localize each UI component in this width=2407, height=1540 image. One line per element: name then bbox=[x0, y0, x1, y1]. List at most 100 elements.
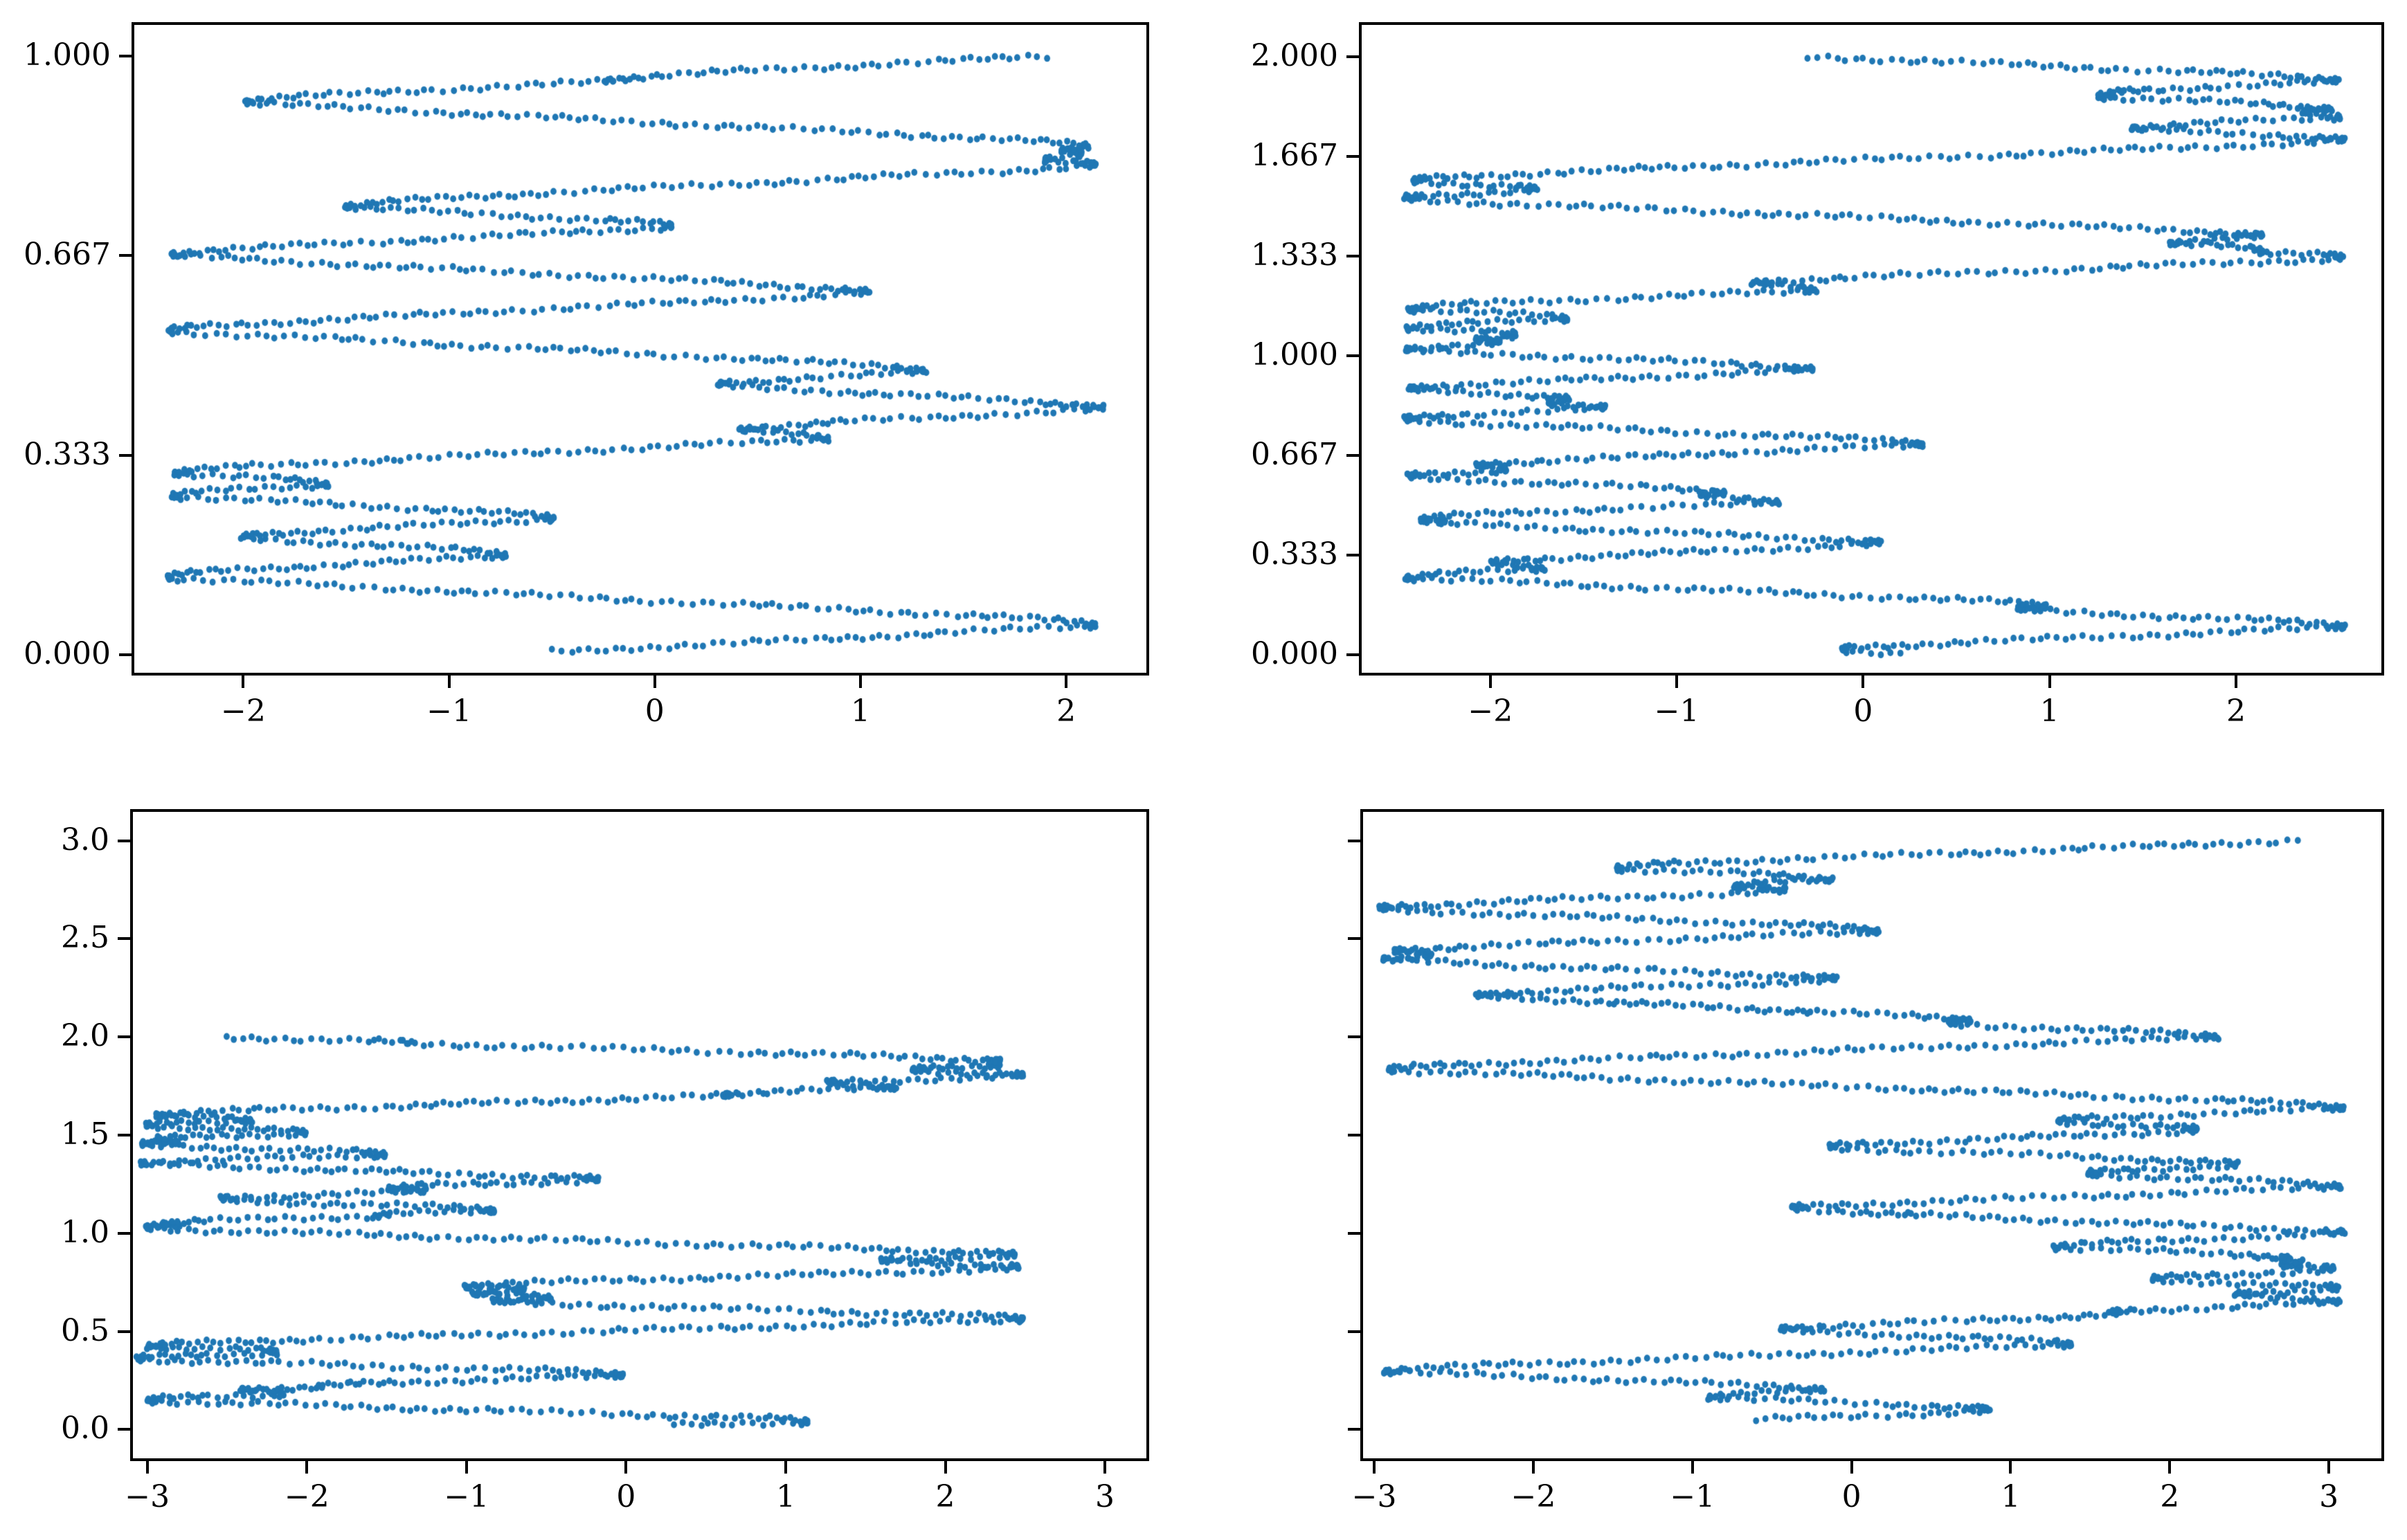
x-tick-label: −2 bbox=[284, 1479, 330, 1514]
y-tick-label: 2.0 bbox=[61, 1018, 109, 1054]
x-tick-mark bbox=[1861, 676, 1865, 688]
y-tick-mark bbox=[1348, 1231, 1360, 1235]
x-tick-mark bbox=[2327, 1461, 2331, 1474]
y-tick-mark bbox=[118, 1035, 130, 1039]
y-tick-mark bbox=[1348, 1035, 1360, 1039]
y-tick-mark bbox=[1346, 653, 1359, 657]
x-tick-label: −3 bbox=[1351, 1479, 1397, 1514]
y-tick-mark bbox=[1348, 839, 1360, 842]
y-tick-label: 0.333 bbox=[1251, 536, 1338, 572]
y-tick-mark bbox=[1346, 354, 1359, 357]
y-tick-label: 1.5 bbox=[61, 1116, 109, 1152]
y-tick-mark bbox=[119, 254, 132, 257]
y-tick-mark bbox=[1346, 554, 1359, 557]
y-tick-mark bbox=[119, 453, 132, 457]
y-tick-mark bbox=[1348, 1134, 1360, 1136]
x-tick-mark bbox=[2234, 676, 2237, 688]
x-tick-label: 0 bbox=[616, 1479, 636, 1514]
scatter-canvas-bottom-left bbox=[133, 812, 1146, 1458]
y-tick-label: 0.333 bbox=[24, 436, 111, 472]
x-tick-mark bbox=[858, 676, 862, 688]
y-tick-mark bbox=[118, 1231, 130, 1235]
y-tick-mark bbox=[118, 937, 130, 941]
x-tick-mark bbox=[145, 1461, 149, 1474]
subplot-bottom-right bbox=[1360, 809, 2384, 1461]
x-tick-label: 2 bbox=[1056, 694, 1076, 729]
x-tick-label: −1 bbox=[1670, 1479, 1715, 1514]
y-tick-label: 1.000 bbox=[24, 37, 111, 73]
y-tick-label: 0.667 bbox=[1251, 436, 1338, 472]
x-tick-label: 1 bbox=[850, 694, 870, 729]
y-tick-label: 0.000 bbox=[1251, 636, 1338, 672]
subplot-top-right bbox=[1359, 22, 2384, 676]
y-tick-mark bbox=[118, 1134, 130, 1136]
subplot-top-left bbox=[132, 22, 1149, 676]
y-tick-mark bbox=[1346, 154, 1359, 158]
x-tick-label: 1 bbox=[2039, 694, 2059, 729]
y-tick-mark bbox=[118, 1330, 130, 1333]
x-tick-mark bbox=[784, 1461, 787, 1474]
x-tick-mark bbox=[2168, 1461, 2172, 1474]
scatter-canvas-top-right bbox=[1362, 25, 2381, 673]
x-tick-label: 0 bbox=[1853, 694, 1873, 729]
y-tick-label: 1.0 bbox=[61, 1214, 109, 1250]
x-tick-mark bbox=[465, 1461, 468, 1474]
y-tick-mark bbox=[1348, 937, 1360, 941]
x-tick-mark bbox=[1691, 1461, 1694, 1474]
y-tick-label: 2.000 bbox=[1251, 37, 1338, 73]
x-tick-mark bbox=[305, 1461, 309, 1474]
x-tick-label: 0 bbox=[1841, 1479, 1861, 1514]
x-tick-label: 2 bbox=[2160, 1479, 2180, 1514]
x-tick-label: 0 bbox=[644, 694, 665, 729]
y-tick-mark bbox=[118, 839, 130, 842]
y-tick-label: 1.333 bbox=[1251, 237, 1338, 273]
x-tick-mark bbox=[1065, 676, 1068, 688]
x-tick-label: 1 bbox=[2001, 1479, 2021, 1514]
scatter-canvas-bottom-right bbox=[1363, 812, 2381, 1458]
scatter-canvas-top-left bbox=[134, 25, 1146, 673]
x-tick-label: −1 bbox=[426, 694, 472, 729]
y-tick-label: 0.0 bbox=[61, 1411, 109, 1447]
y-tick-mark bbox=[1346, 255, 1359, 258]
x-tick-mark bbox=[2048, 676, 2051, 688]
y-tick-label: 1.000 bbox=[1251, 336, 1338, 372]
x-tick-mark bbox=[447, 676, 451, 688]
x-tick-label: −3 bbox=[125, 1479, 170, 1514]
x-tick-mark bbox=[653, 676, 656, 688]
x-tick-mark bbox=[624, 1461, 628, 1474]
x-tick-mark bbox=[1531, 1461, 1535, 1474]
x-tick-label: 2 bbox=[2226, 694, 2246, 729]
y-tick-label: 2.5 bbox=[61, 920, 109, 956]
y-tick-mark bbox=[119, 54, 132, 57]
y-tick-label: 1.667 bbox=[1251, 137, 1338, 173]
x-tick-label: −2 bbox=[1468, 694, 1513, 729]
x-tick-mark bbox=[242, 676, 245, 688]
y-tick-mark bbox=[1348, 1428, 1360, 1431]
x-tick-mark bbox=[1675, 676, 1679, 688]
x-tick-label: 1 bbox=[775, 1479, 795, 1514]
x-tick-label: 2 bbox=[935, 1479, 955, 1514]
y-tick-mark bbox=[118, 1428, 130, 1431]
x-tick-label: −2 bbox=[1511, 1479, 1556, 1514]
y-tick-mark bbox=[1348, 1330, 1360, 1333]
y-tick-label: 0.667 bbox=[24, 237, 111, 273]
x-tick-mark bbox=[1488, 676, 1492, 688]
y-tick-mark bbox=[119, 653, 132, 657]
x-tick-label: 3 bbox=[1095, 1479, 1115, 1514]
y-tick-mark bbox=[1346, 55, 1359, 58]
x-tick-label: −2 bbox=[221, 694, 266, 729]
x-tick-mark bbox=[944, 1461, 947, 1474]
x-tick-mark bbox=[2009, 1461, 2012, 1474]
x-tick-mark bbox=[1103, 1461, 1107, 1474]
subplot-bottom-left bbox=[130, 809, 1149, 1461]
x-tick-label: −1 bbox=[444, 1479, 489, 1514]
x-tick-mark bbox=[1850, 1461, 1853, 1474]
x-tick-mark bbox=[1373, 1461, 1376, 1474]
y-tick-label: 3.0 bbox=[61, 822, 109, 858]
y-tick-label: 0.000 bbox=[24, 636, 111, 672]
y-tick-mark bbox=[1346, 453, 1359, 457]
x-tick-label: −1 bbox=[1654, 694, 1700, 729]
x-tick-label: 3 bbox=[2319, 1479, 2339, 1514]
y-tick-label: 0.5 bbox=[61, 1312, 109, 1348]
